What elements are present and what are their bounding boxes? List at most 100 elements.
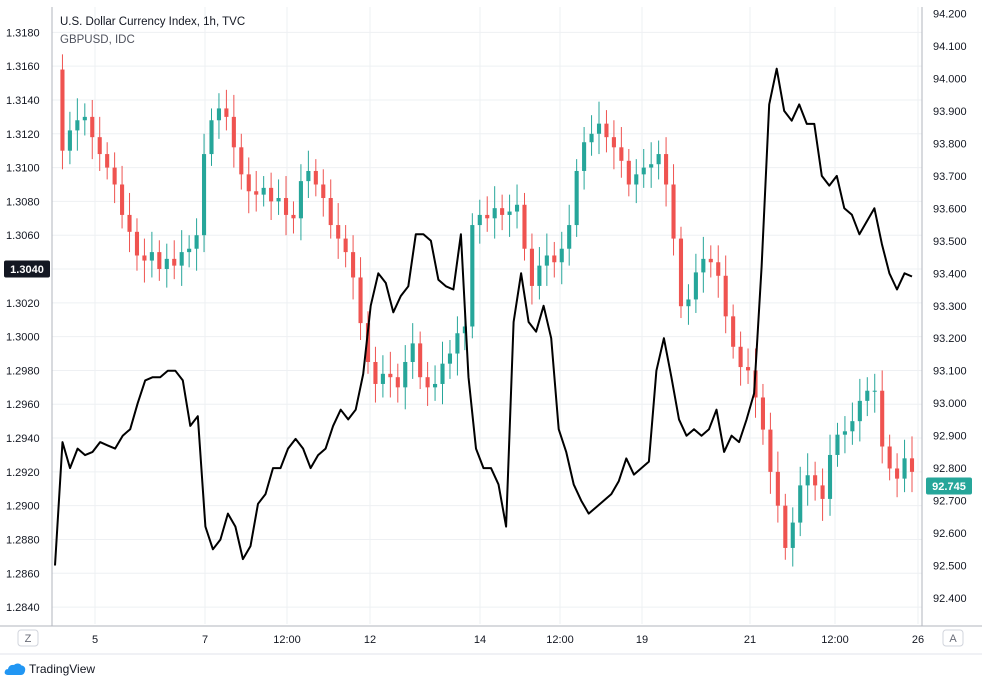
- candle: [507, 194, 512, 237]
- candle: [671, 164, 676, 256]
- candle: [537, 247, 542, 300]
- left-tick-label: 1.3160: [6, 61, 40, 73]
- right-tick-label: 93.300: [933, 301, 967, 313]
- candle: [239, 133, 244, 190]
- candle: [902, 439, 907, 493]
- tradingview-cloud-icon: [4, 663, 26, 675]
- candle: [686, 284, 691, 325]
- right-last-value-bg: [926, 477, 972, 495]
- candle: [589, 115, 594, 156]
- candle: [447, 340, 453, 379]
- candle: [567, 204, 572, 266]
- candle: [261, 176, 266, 207]
- candle: [731, 304, 736, 359]
- candle: [425, 361, 430, 406]
- left-tick-label: 1.2960: [6, 399, 40, 411]
- brand-name: TradingView: [29, 662, 96, 676]
- x-tick-label: 19: [636, 634, 648, 646]
- right-button-label: A: [949, 633, 957, 645]
- log-scale-toggle-button[interactable]: Z: [17, 629, 39, 647]
- x-axis-ticks: 5 7 12:00 12 14 12:00 19 21 12:00 26: [92, 634, 924, 646]
- candle: [75, 98, 80, 151]
- left-tick-label: 1.3020: [6, 298, 40, 310]
- x-tick-label: 12:00: [821, 634, 849, 646]
- x-tick-label: 12:00: [273, 634, 301, 646]
- candle: [283, 176, 289, 236]
- left-tick-label: 1.2900: [6, 501, 40, 513]
- candle: [179, 230, 184, 286]
- candle: [395, 363, 400, 403]
- candle: [440, 341, 445, 405]
- candle: [298, 164, 303, 241]
- x-tick-label: 5: [92, 634, 98, 646]
- left-tick-label: 1.3180: [6, 27, 40, 39]
- candle: [842, 416, 847, 454]
- right-tick-label: 92.500: [933, 561, 967, 573]
- right-last-value: 92.745: [932, 481, 966, 493]
- left-button-frame: [17, 629, 39, 647]
- right-tick-label: 93.800: [933, 138, 967, 150]
- legend-title: U.S. Dollar Currency Index, 1h, TVC: [60, 16, 245, 28]
- candle: [403, 345, 408, 410]
- candle: [127, 192, 132, 253]
- candle: [306, 150, 311, 199]
- candle: [909, 436, 915, 493]
- x-tick-label: 21: [744, 634, 756, 646]
- candle: [336, 203, 341, 259]
- candle: [872, 373, 877, 413]
- candle: [813, 461, 818, 501]
- right-tick-label: 92.400: [933, 593, 967, 605]
- candle: [775, 451, 780, 523]
- right-tick-label: 93.400: [933, 268, 967, 280]
- left-last-value-bg: [4, 260, 50, 278]
- candle: [112, 152, 117, 204]
- candle: [611, 120, 616, 170]
- candle: [120, 165, 125, 229]
- left-button-label: Z: [25, 633, 32, 645]
- legend-subtitle: GBPUSD, IDC: [60, 34, 135, 46]
- candle: [224, 89, 229, 131]
- left-tick-label: 1.2920: [6, 467, 40, 479]
- candle: [380, 355, 385, 398]
- candle: [157, 240, 162, 281]
- candle: [887, 434, 892, 481]
- right-tick-label: 92.800: [933, 463, 967, 475]
- candle: [559, 231, 564, 285]
- right-tick-label: 93.600: [933, 203, 967, 215]
- candle: [60, 54, 65, 170]
- candle: [455, 316, 460, 376]
- candle: [351, 235, 356, 300]
- candle: [142, 238, 147, 283]
- right-tick-label: 93.200: [933, 333, 967, 345]
- candle: [149, 231, 154, 278]
- candle: [626, 148, 631, 197]
- right-tick-label: 93.000: [933, 398, 967, 410]
- left-tick-label: 1.2880: [6, 534, 40, 546]
- footer-branding[interactable]: TradingView: [4, 660, 95, 678]
- auto-scale-button[interactable]: A: [942, 629, 964, 647]
- candle: [678, 226, 684, 319]
- candle: [276, 179, 281, 215]
- candle: [187, 235, 192, 268]
- candle: [634, 159, 639, 204]
- candle: [552, 241, 557, 278]
- candle: [291, 201, 296, 234]
- left-tick-label: 1.2980: [6, 365, 40, 377]
- right-tick-label: 93.700: [933, 171, 967, 183]
- candle: [373, 346, 378, 403]
- left-tick-label: 1.3000: [6, 332, 40, 344]
- candle: [485, 196, 490, 232]
- candle: [738, 331, 743, 386]
- chart-legend: U.S. Dollar Currency Index, 1h, TVC GBPU…: [60, 16, 245, 46]
- candle: [783, 493, 788, 560]
- candle: [604, 110, 609, 153]
- right-tick-label: 93.500: [933, 236, 967, 248]
- left-tick-label: 1.2940: [6, 433, 40, 445]
- left-last-value-badge: 1.3040: [4, 260, 50, 278]
- candle: [358, 257, 363, 341]
- left-tick-label: 1.3060: [6, 230, 40, 242]
- candle: [723, 255, 728, 334]
- candle: [216, 93, 221, 139]
- x-tick-label: 14: [474, 634, 486, 646]
